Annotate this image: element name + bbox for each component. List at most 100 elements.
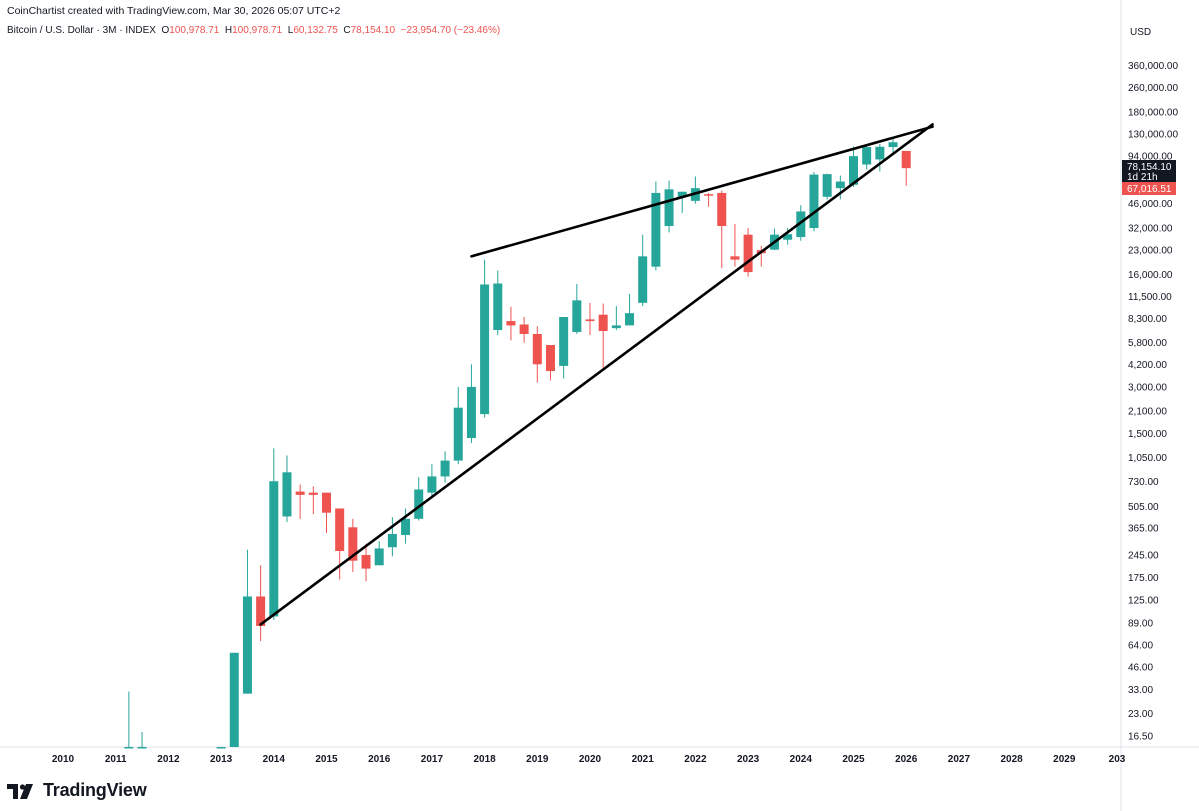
candle[interactable] xyxy=(677,191,687,214)
candle[interactable] xyxy=(835,175,845,200)
candle[interactable] xyxy=(625,293,635,326)
candle-body xyxy=(256,596,266,626)
candle[interactable] xyxy=(664,180,674,233)
candle[interactable] xyxy=(480,259,490,418)
candle[interactable] xyxy=(690,176,700,204)
candle[interactable] xyxy=(322,492,331,533)
candles-layer xyxy=(124,137,911,749)
candle[interactable] xyxy=(282,455,292,523)
price-tags: 78,154.10 1d 21h 67,016.51 xyxy=(1122,160,1176,195)
candle[interactable] xyxy=(269,448,279,620)
time-axis-label: 2013 xyxy=(210,754,233,765)
candle[interactable] xyxy=(704,192,714,207)
candle-body xyxy=(888,142,898,148)
candle[interactable] xyxy=(611,306,621,331)
tradingview-logo[interactable]: TradingView xyxy=(7,780,147,801)
candle-body xyxy=(611,325,621,329)
candle[interactable] xyxy=(348,518,358,573)
candle-body xyxy=(638,256,648,303)
candle[interactable] xyxy=(137,732,147,749)
candle-body xyxy=(427,476,437,493)
candle-body xyxy=(361,554,371,569)
tradingview-logo-icon xyxy=(7,783,33,799)
candle[interactable] xyxy=(374,541,384,566)
price-axis-label: 23.00 xyxy=(1128,709,1153,720)
price-axis-label: 16,000.00 xyxy=(1128,270,1173,281)
candle[interactable] xyxy=(242,549,252,694)
candle[interactable] xyxy=(743,228,753,277)
candle[interactable] xyxy=(730,223,740,267)
candle[interactable] xyxy=(849,146,858,188)
price-axis-label: 89.00 xyxy=(1128,618,1153,629)
candle[interactable] xyxy=(295,484,305,519)
candle[interactable] xyxy=(493,270,503,336)
time-axis[interactable]: 2010 2011 2012 2013 2014 2015 2016 2017 2018 2019… xyxy=(52,754,1126,765)
candle[interactable] xyxy=(440,451,450,483)
time-axis-label: 2012 xyxy=(157,754,180,765)
tradingview-logo-text: TradingView xyxy=(43,780,147,800)
high-label: H xyxy=(224,25,233,36)
candle[interactable] xyxy=(124,691,134,749)
price-axis-label: 8,300.00 xyxy=(1128,314,1167,325)
candle[interactable] xyxy=(901,150,911,186)
price-axis-label: 360,000.00 xyxy=(1128,61,1178,72)
candle[interactable] xyxy=(875,144,885,172)
price-axis-label: 365.00 xyxy=(1128,524,1159,535)
candle[interactable] xyxy=(717,190,727,269)
time-axis-label: 203 xyxy=(1109,754,1126,765)
candle[interactable] xyxy=(651,181,661,271)
price-axis-label: 505.00 xyxy=(1128,502,1159,513)
candle[interactable] xyxy=(545,345,555,381)
candle[interactable] xyxy=(414,477,424,521)
candle[interactable] xyxy=(229,652,239,747)
low-price-tag: 67,016.51 xyxy=(1127,184,1172,195)
candle-body xyxy=(216,747,226,749)
candle[interactable] xyxy=(466,364,476,443)
candle-body xyxy=(677,191,687,197)
candle[interactable] xyxy=(638,234,648,307)
candle[interactable] xyxy=(335,508,345,580)
candle[interactable] xyxy=(572,284,582,334)
time-axis-label: 2017 xyxy=(421,754,444,765)
time-axis-label: 2010 xyxy=(52,754,75,765)
candle-body xyxy=(453,407,463,461)
candle[interactable] xyxy=(401,508,411,544)
time-axis-label: 2019 xyxy=(526,754,549,765)
candle[interactable] xyxy=(532,326,542,383)
trendline[interactable] xyxy=(470,125,934,258)
time-axis-label: 2026 xyxy=(895,754,918,765)
candle[interactable] xyxy=(888,137,898,153)
candle-body xyxy=(387,533,397,548)
time-axis-label: 2015 xyxy=(315,754,338,765)
candle-body xyxy=(664,189,674,227)
price-axis-label: 16.50 xyxy=(1128,731,1153,742)
price-axis[interactable]: 360,000.00 260,000.00 180,000.00 130,000.00… xyxy=(1128,61,1178,742)
candle-body xyxy=(519,324,529,334)
candle[interactable] xyxy=(256,565,266,641)
candle[interactable] xyxy=(308,486,318,515)
candle-body xyxy=(124,747,134,749)
candle[interactable] xyxy=(453,386,463,465)
candle[interactable] xyxy=(862,145,872,170)
candle-body xyxy=(466,386,476,439)
candle-body xyxy=(901,150,911,169)
price-axis-label: 1,500.00 xyxy=(1128,429,1167,440)
candle[interactable] xyxy=(427,464,437,498)
candle[interactable] xyxy=(809,171,819,232)
candle[interactable] xyxy=(598,303,608,368)
candle-body xyxy=(269,481,279,617)
trendline[interactable] xyxy=(259,123,934,626)
candle[interactable] xyxy=(387,517,397,557)
candle[interactable] xyxy=(361,543,371,582)
candle[interactable] xyxy=(559,317,569,379)
time-axis-label: 2023 xyxy=(737,754,760,765)
time-axis-label: 2027 xyxy=(948,754,971,765)
candle[interactable] xyxy=(585,302,595,336)
countdown-tag: 1d 21h xyxy=(1127,172,1158,183)
candle[interactable] xyxy=(519,317,529,343)
candle[interactable] xyxy=(506,306,516,341)
candle[interactable] xyxy=(822,173,832,200)
candle-body xyxy=(862,147,872,165)
candle[interactable] xyxy=(216,747,226,749)
